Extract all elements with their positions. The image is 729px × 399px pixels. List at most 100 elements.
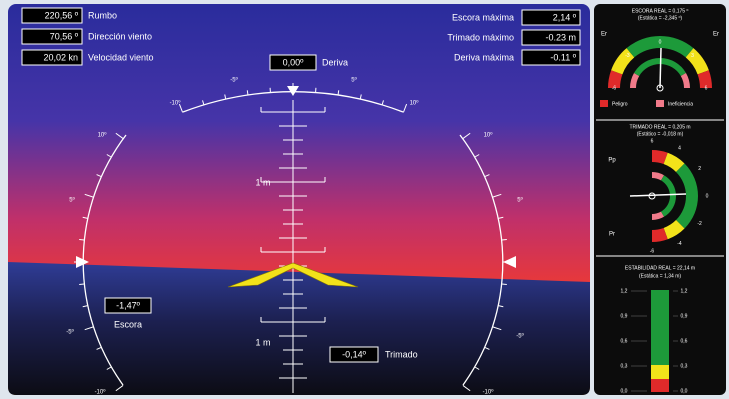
gauge-band (652, 150, 668, 165)
scale-label: -5º (230, 77, 238, 84)
escora-gauge: -6 -3 0 3 6 (608, 36, 712, 92)
gauge-tick-label: 6 (705, 85, 708, 91)
ship-symbol (227, 262, 359, 288)
arc-tick (84, 326, 94, 331)
scale-label: 10º (410, 100, 420, 107)
scale-label: 5º (69, 197, 75, 204)
arc-tick (492, 193, 502, 198)
arc-tick (96, 174, 102, 178)
arc-tick (474, 366, 480, 370)
gauge-label: Er (601, 32, 607, 38)
readout-box (521, 9, 581, 26)
scale-label: 5º (351, 77, 357, 84)
readout-box (269, 54, 317, 71)
arc-tick (462, 132, 471, 139)
readout-box (21, 7, 83, 24)
ladder-label: 1 m (255, 177, 270, 187)
needle (629, 193, 687, 197)
scale-label: -5º (516, 333, 524, 340)
readout-box (21, 49, 83, 66)
stability-bar (651, 290, 669, 365)
arc-tick (501, 283, 507, 285)
needle-hub (656, 84, 664, 92)
gauge-band (652, 211, 664, 220)
gauge-band (608, 70, 623, 88)
scale-label: 10º (484, 132, 494, 139)
gauge-label: Pr (609, 232, 615, 238)
gauge-tick-label: 0 (706, 193, 709, 199)
trimado-label: Trimado (385, 349, 418, 359)
scale-label: 10º (98, 132, 108, 139)
gauge-band (652, 227, 668, 242)
readout-label: Deriva máxima (454, 52, 514, 62)
gauge-band (697, 70, 712, 88)
arc-tick (402, 103, 408, 113)
gauge-tick-label: 2 (698, 166, 701, 172)
readout-box (21, 28, 83, 45)
readout-value: 20,02 kn (43, 52, 78, 62)
scale-label: 0,0 (681, 388, 688, 394)
gauge-tick-label: 3 (691, 53, 694, 59)
gauge-label: Er (713, 32, 719, 38)
trimado-value: -0,14º (342, 349, 367, 359)
arc-tick (492, 326, 502, 331)
needle (659, 47, 662, 89)
arc-tick (79, 239, 85, 241)
readout-label: Escora máxima (452, 12, 514, 22)
scale-label: 0,3 (621, 363, 628, 369)
legend-swatch (600, 100, 608, 107)
deriva-value: 0,00º (283, 57, 305, 67)
readout-value: 70,56 º (50, 31, 79, 41)
escora-label: Escora (114, 319, 142, 329)
panel-subtitle: (Estática = 1,34 m) (639, 273, 681, 279)
stability-bar (651, 379, 669, 392)
arc-tick (474, 154, 480, 158)
arc-tick (498, 216, 504, 219)
panel-title: ESCORA REAL = 0,175 º (632, 8, 689, 14)
panel-title: TRIMADO REAL = 0,205 m (629, 124, 690, 130)
legend-label: Ineficiencia (668, 101, 693, 107)
scale-label: 0,3 (681, 363, 688, 369)
arc-tick (381, 100, 384, 106)
readout-value: 220,56 º (45, 10, 79, 20)
panel-subtitle: (Estático = -0,018 m) (637, 131, 684, 137)
scale-label: -10º (483, 389, 495, 396)
arc-tick (359, 94, 362, 100)
panel-bg (594, 4, 726, 395)
scale-label: 0,9 (681, 313, 688, 319)
scale-label: 0,6 (681, 338, 688, 344)
gauge-tick-label: 0 (659, 39, 662, 45)
scale-label: -10º (95, 389, 107, 396)
arc-tick (84, 193, 94, 198)
legend-label: Peligro (612, 101, 628, 107)
stability-bar (651, 365, 669, 379)
scale-label: -5º (66, 329, 74, 336)
gauge-band (634, 57, 686, 76)
readout-box (329, 346, 379, 363)
deriva-label: Deriva (322, 57, 348, 67)
arc-tick (224, 94, 227, 100)
arc-tick (501, 239, 507, 241)
arc-tick (106, 154, 112, 158)
gauge-band (676, 163, 698, 229)
arc-tick (178, 103, 184, 113)
arc-tick (79, 283, 85, 285)
readout-box (521, 49, 581, 66)
gauge-band (630, 73, 640, 88)
readout-value: 2,14 º (553, 12, 577, 22)
arc-tick (337, 90, 340, 96)
ladder-label: 1 m (255, 337, 270, 347)
gauge-band (652, 172, 664, 181)
arc-tick (498, 305, 504, 308)
arc-tick (202, 100, 205, 106)
arc-tick (484, 174, 490, 178)
panel-title: ESTABILIDAD REAL = 22,14 m (625, 265, 695, 271)
gauge-label: Pp (608, 158, 616, 164)
arc-tick (106, 366, 112, 370)
attitude-display: 1 m 1 m -10º -5º 5º 10º 10º 5º -5º -10º … (8, 4, 590, 396)
arc-tick (246, 90, 249, 96)
readout-value: -0.11 º (550, 52, 576, 62)
